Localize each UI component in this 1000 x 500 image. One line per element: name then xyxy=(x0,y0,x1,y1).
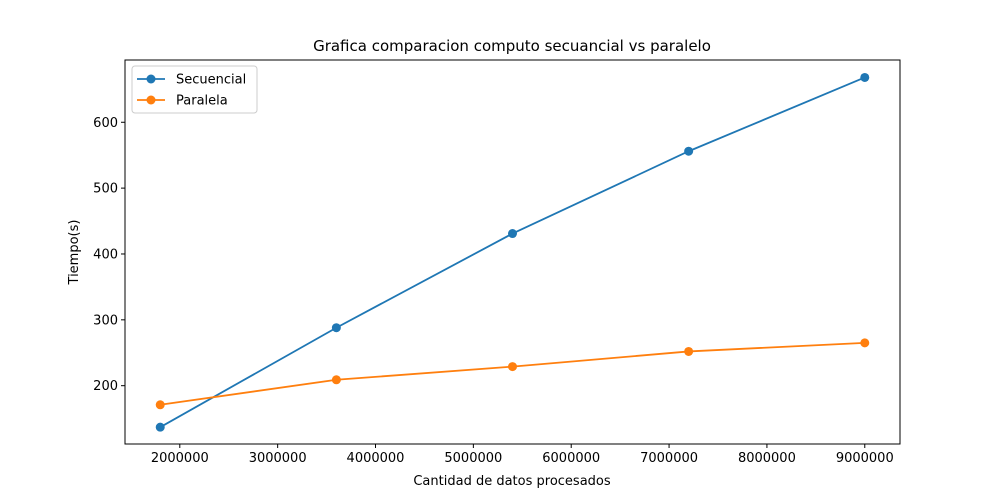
legend-label: Secuencial xyxy=(176,73,246,88)
data-point-paralela xyxy=(860,338,870,348)
x-tick-label: 6000000 xyxy=(542,451,600,466)
x-tick-label: 9000000 xyxy=(836,451,894,466)
chart-title: Grafica comparacion computo secuancial v… xyxy=(313,37,711,55)
y-axis: 200 300 400 500 600 xyxy=(93,116,125,394)
legend-marker xyxy=(146,95,156,105)
x-axis-title: Cantidad de datos procesados xyxy=(413,474,611,489)
x-tick-label: 5000000 xyxy=(444,451,502,466)
axes-frame xyxy=(124,59,901,445)
data-point-secuencial xyxy=(684,146,694,156)
data-point-secuencial xyxy=(860,72,870,82)
y-axis-title: Tiempo(s) xyxy=(67,220,82,286)
y-tick-label: 500 xyxy=(93,182,118,197)
legend-item: Secuencial xyxy=(137,73,246,88)
plot-area xyxy=(155,72,870,432)
y-tick-label: 300 xyxy=(93,313,118,328)
y-tick-label: 600 xyxy=(93,116,118,131)
legend-label: Paralela xyxy=(176,94,228,109)
data-point-paralela xyxy=(155,400,165,410)
legend-marker xyxy=(146,74,156,84)
x-tick-label: 3000000 xyxy=(249,451,307,466)
x-axis: 2000000 3000000 4000000 5000000 6000000 70000… xyxy=(151,444,894,466)
series-secuencial xyxy=(155,72,870,432)
data-point-paralela xyxy=(684,346,694,356)
x-tick-label: 4000000 xyxy=(347,451,405,466)
legend-item: Paralela xyxy=(137,94,228,109)
y-tick-label: 400 xyxy=(93,247,118,262)
x-tick-label: 8000000 xyxy=(738,451,796,466)
series-paralela xyxy=(155,338,870,410)
legend-box xyxy=(131,65,258,114)
x-tick-label: 2000000 xyxy=(151,451,209,466)
data-point-paralela xyxy=(331,375,341,385)
data-point-secuencial xyxy=(508,229,517,239)
data-point-secuencial xyxy=(331,323,341,333)
y-tick-label: 200 xyxy=(93,379,118,394)
data-point-secuencial xyxy=(155,422,165,432)
data-point-paralela xyxy=(508,362,517,372)
legend: Secuencial Paralela xyxy=(131,65,258,114)
x-tick-label: 7000000 xyxy=(640,451,698,466)
